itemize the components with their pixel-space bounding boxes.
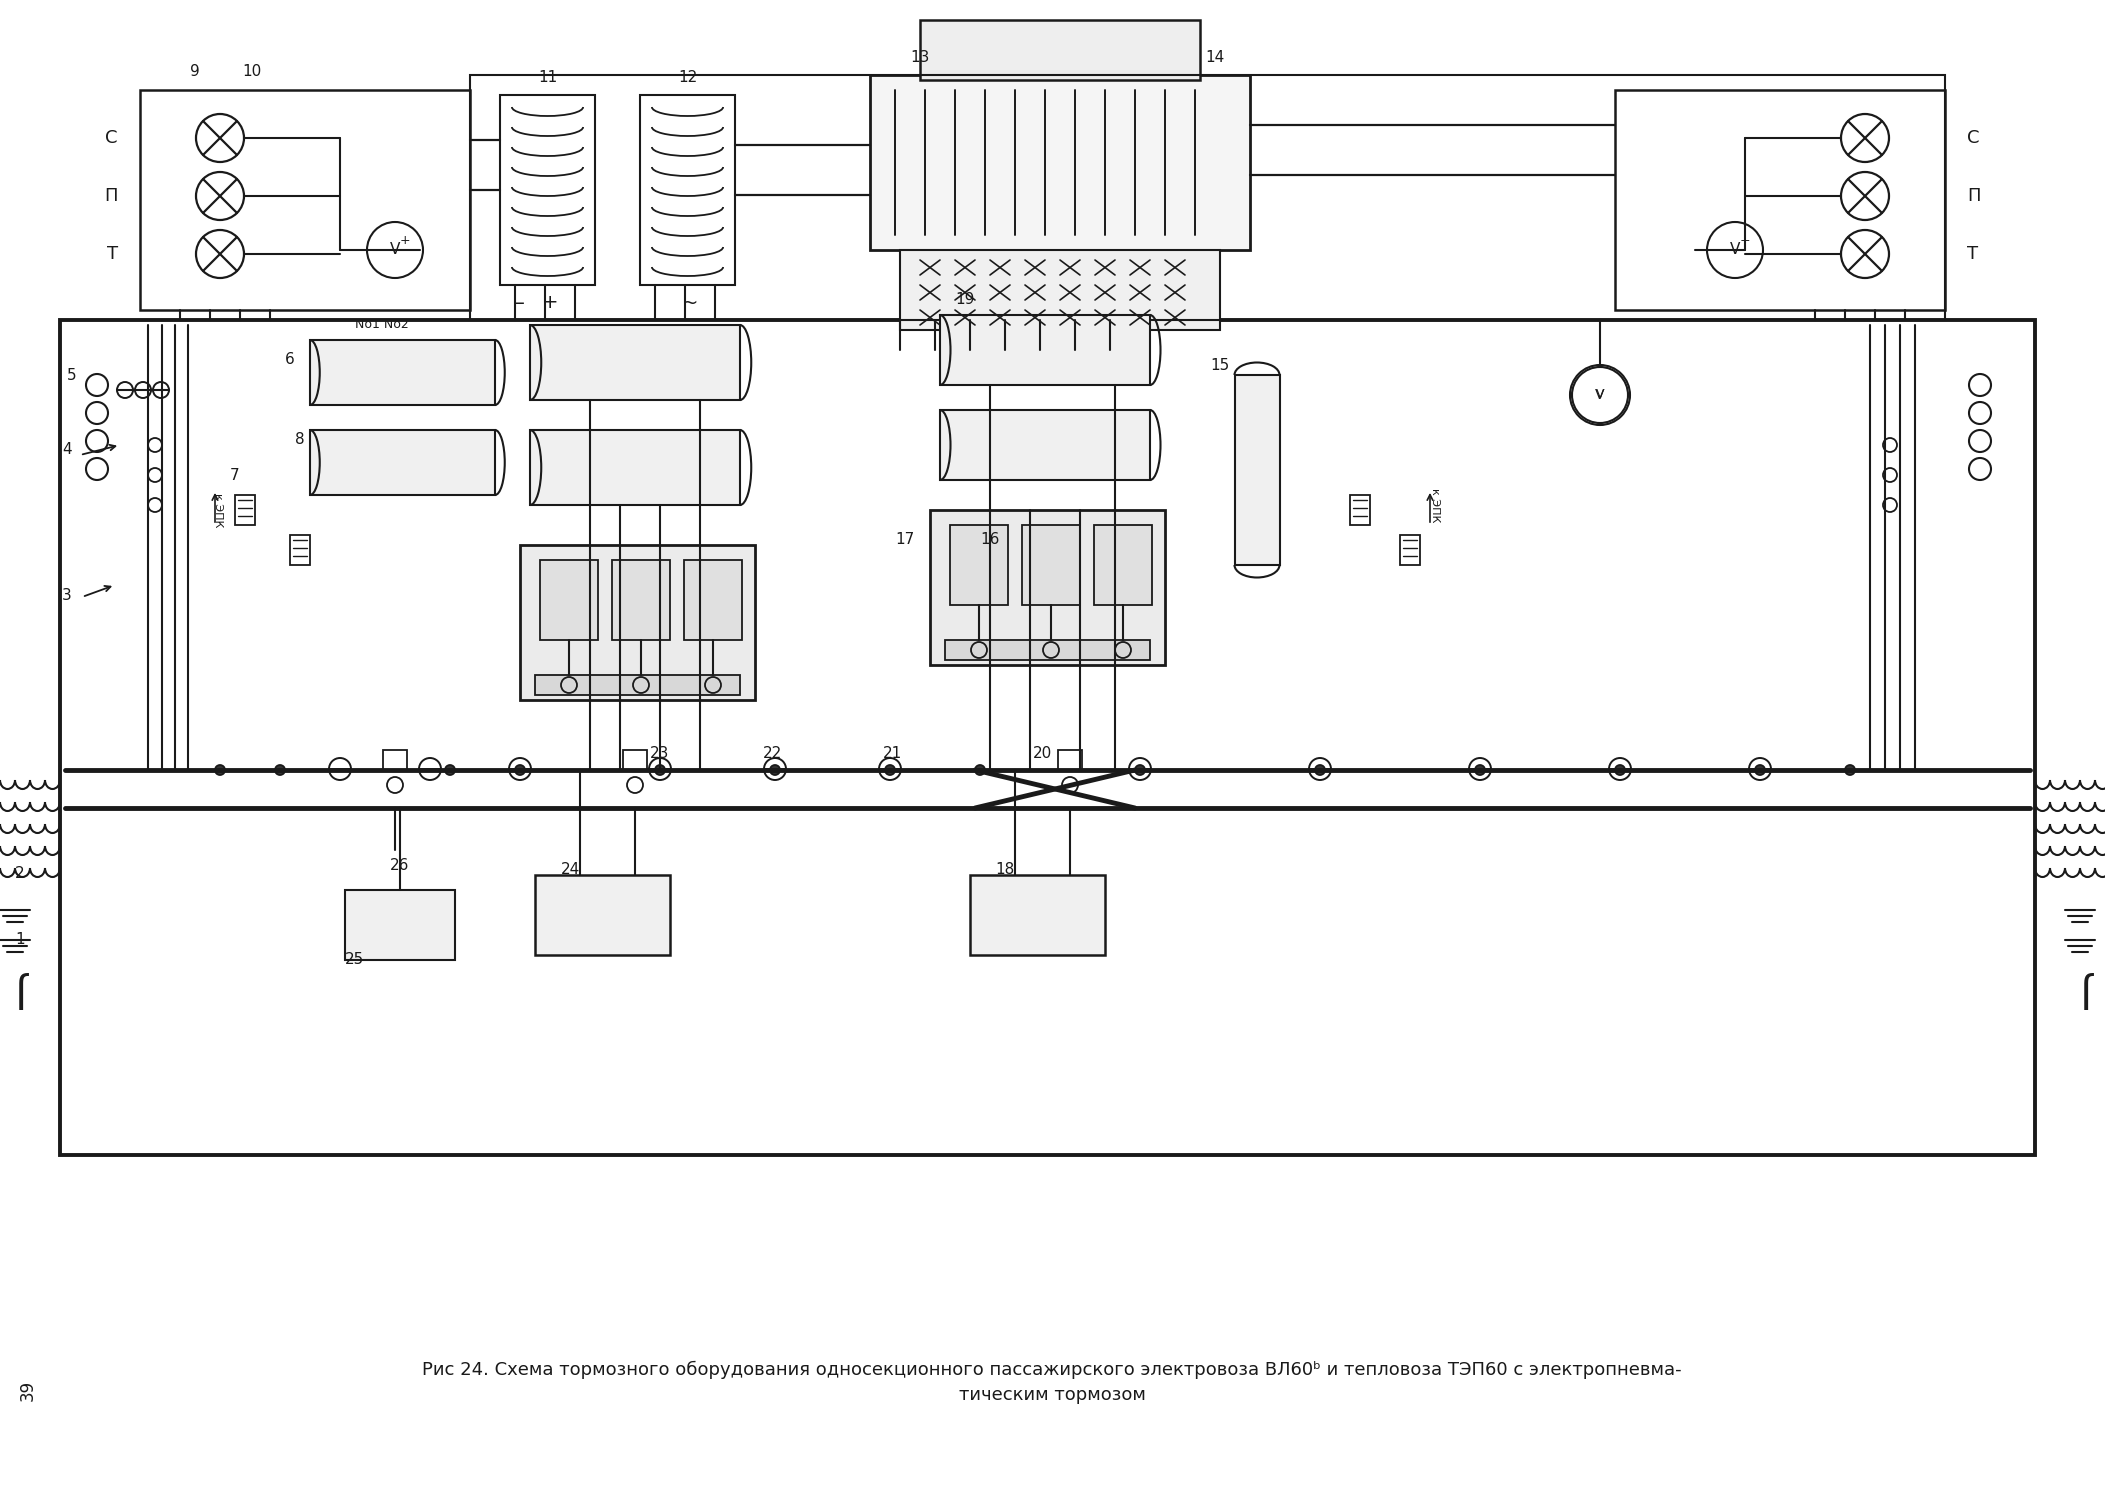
Text: П: П <box>105 188 118 206</box>
Bar <box>945 640 1149 660</box>
Circle shape <box>444 765 455 776</box>
Text: С: С <box>1966 129 1979 147</box>
Text: 20: 20 <box>1034 746 1052 760</box>
Circle shape <box>1135 765 1145 776</box>
Text: к ЭПК: к ЭПК <box>1429 488 1440 522</box>
Circle shape <box>884 765 895 776</box>
Text: –: – <box>516 294 524 312</box>
Text: 25: 25 <box>345 952 364 968</box>
Bar <box>290 536 309 566</box>
Circle shape <box>975 765 985 776</box>
Text: 18: 18 <box>996 862 1015 877</box>
Text: Т: Т <box>107 244 118 262</box>
Text: V: V <box>1596 388 1604 402</box>
Text: 24: 24 <box>560 862 579 877</box>
Bar <box>541 560 598 640</box>
Text: П: П <box>1966 188 1981 206</box>
Bar <box>501 94 596 285</box>
Bar <box>684 560 741 640</box>
Bar <box>141 90 469 310</box>
Circle shape <box>1756 765 1764 776</box>
Text: 6: 6 <box>284 352 295 368</box>
Text: 2: 2 <box>15 865 25 880</box>
Bar <box>869 75 1250 250</box>
Circle shape <box>1844 765 1855 776</box>
Text: +: + <box>541 294 558 312</box>
Bar <box>530 326 741 400</box>
Text: 23: 23 <box>650 746 669 760</box>
Bar <box>640 94 735 285</box>
Text: 39: 39 <box>19 1380 38 1401</box>
Bar <box>1059 750 1082 770</box>
Text: 4: 4 <box>63 442 72 458</box>
Text: 7: 7 <box>229 468 240 483</box>
Circle shape <box>1615 765 1625 776</box>
Bar <box>309 430 495 495</box>
Bar <box>61 320 2036 1155</box>
Bar <box>1095 525 1151 605</box>
Text: 13: 13 <box>909 50 930 64</box>
Circle shape <box>770 765 781 776</box>
Bar <box>1023 525 1080 605</box>
Bar <box>930 510 1164 664</box>
Text: 12: 12 <box>678 69 697 84</box>
Bar <box>469 75 1945 320</box>
Bar <box>1615 90 1945 310</box>
Text: 14: 14 <box>1206 50 1225 64</box>
Text: V: V <box>1596 388 1604 402</box>
Text: 15: 15 <box>1210 357 1229 372</box>
Bar <box>1349 495 1370 525</box>
Bar <box>941 315 1149 386</box>
Text: 9: 9 <box>189 64 200 80</box>
Bar <box>970 874 1105 956</box>
Text: V: V <box>389 243 400 258</box>
Text: 5: 5 <box>67 368 78 382</box>
Bar <box>623 750 646 770</box>
Text: Рис 24. Схема тормозного оборудования односекционного пассажирского электровоза : Рис 24. Схема тормозного оборудования од… <box>423 1360 1682 1378</box>
Bar <box>941 410 1149 480</box>
Text: J: J <box>19 970 32 1010</box>
Text: С: С <box>105 129 118 147</box>
Text: 3: 3 <box>63 588 72 603</box>
Bar <box>1400 536 1421 566</box>
Bar <box>530 430 741 506</box>
Text: 11: 11 <box>539 69 558 84</box>
Text: 22: 22 <box>764 746 783 760</box>
Text: к ЭПК: к ЭПК <box>213 494 223 526</box>
Circle shape <box>276 765 284 776</box>
Text: 19: 19 <box>956 292 975 308</box>
Bar <box>613 560 669 640</box>
Circle shape <box>215 765 225 776</box>
Text: V: V <box>1730 243 1741 258</box>
Text: No1 No2: No1 No2 <box>356 318 408 332</box>
Circle shape <box>655 765 665 776</box>
Text: +: + <box>400 234 410 246</box>
Text: 21: 21 <box>884 746 903 760</box>
Text: 26: 26 <box>389 858 410 873</box>
Bar <box>920 20 1200 80</box>
Circle shape <box>1476 765 1484 776</box>
Text: ~: ~ <box>682 294 699 312</box>
Text: J: J <box>2084 970 2097 1010</box>
Circle shape <box>1316 765 1324 776</box>
Bar <box>1236 375 1280 566</box>
Text: тическим тормозом: тическим тормозом <box>958 1386 1145 1404</box>
Bar <box>901 251 1221 330</box>
Bar <box>383 750 406 770</box>
Text: Т: Т <box>1966 244 1979 262</box>
Bar <box>345 890 455 960</box>
Bar <box>535 874 669 956</box>
Text: 17: 17 <box>895 532 916 548</box>
Text: 10: 10 <box>242 64 261 80</box>
Bar <box>520 544 756 700</box>
Text: 16: 16 <box>981 532 1000 548</box>
Text: +: + <box>1739 234 1751 246</box>
Bar <box>309 340 495 405</box>
Bar <box>236 495 255 525</box>
Text: 8: 8 <box>295 432 305 447</box>
Circle shape <box>516 765 524 776</box>
Text: 1: 1 <box>15 933 25 948</box>
Bar <box>535 675 741 694</box>
Bar <box>949 525 1008 605</box>
